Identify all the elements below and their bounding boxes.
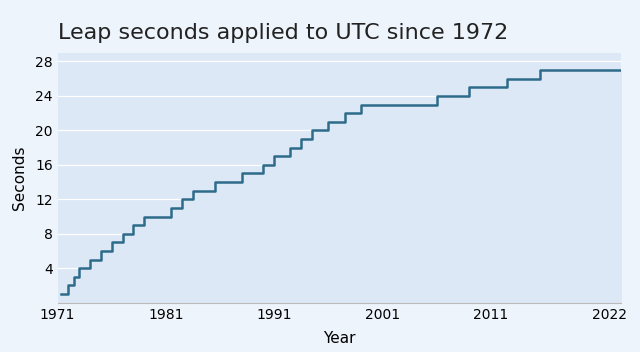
Y-axis label: Seconds: Seconds [12,145,27,210]
X-axis label: Year: Year [323,331,355,346]
Text: Leap seconds applied to UTC since 1972: Leap seconds applied to UTC since 1972 [58,23,508,43]
